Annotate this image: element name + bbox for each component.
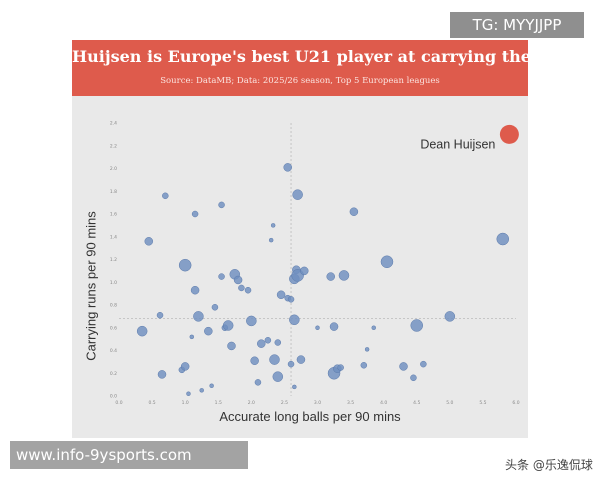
data-point <box>274 339 282 346</box>
data-point <box>211 304 219 311</box>
y-tick-label: 1.8 <box>110 189 117 195</box>
x-tick-label: 2.5 <box>281 400 288 406</box>
y-tick-label: 0.8 <box>110 303 117 309</box>
y-tick-label: 0.4 <box>110 348 117 354</box>
data-point <box>337 364 344 371</box>
title-banner: Huijsen is Europe's best U21 player at c… <box>72 40 571 96</box>
data-point <box>144 237 154 246</box>
x-tick-label: 5.0 <box>446 400 453 406</box>
data-point <box>238 284 245 292</box>
data-point <box>209 383 214 389</box>
data-point <box>189 334 195 340</box>
data-point <box>178 258 192 272</box>
data-point <box>199 388 204 393</box>
y-tick-label: 0.2 <box>110 371 117 377</box>
data-point <box>326 272 335 281</box>
data-point <box>193 311 204 322</box>
data-point <box>360 362 368 369</box>
data-point <box>180 362 190 371</box>
x-axis-label: Accurate long balls per 90 mins <box>219 409 401 424</box>
y-tick-label: 2.2 <box>110 143 117 149</box>
data-point <box>218 201 225 209</box>
data-point <box>257 339 266 348</box>
data-point <box>329 322 339 331</box>
data-point <box>264 337 272 344</box>
data-point <box>162 192 169 200</box>
credit-watermark: 头条 @乐逸侃球 <box>505 458 593 472</box>
chart-subtitle: Source: DataMB; Data: 2025/26 season, To… <box>160 76 440 86</box>
x-tick-label: 4.0 <box>380 400 387 406</box>
data-point <box>364 347 370 352</box>
data-point <box>268 237 274 243</box>
data-point <box>292 384 297 390</box>
data-point <box>292 189 303 200</box>
data-point <box>272 371 284 382</box>
x-tick-label: 1.0 <box>182 400 189 406</box>
x-tick-label: 1.5 <box>215 400 222 406</box>
data-point <box>496 232 510 246</box>
data-point <box>270 223 276 228</box>
data-point <box>246 315 257 327</box>
data-point <box>190 285 200 295</box>
y-tick-label: 0.6 <box>110 325 117 331</box>
data-point <box>250 356 259 365</box>
data-point <box>399 362 408 371</box>
data-point <box>204 326 213 336</box>
data-point <box>300 266 309 276</box>
x-tick-label: 3.0 <box>314 400 321 406</box>
data-point <box>218 273 225 280</box>
y-axis-label: Carrying runs per 90 mins <box>83 211 99 361</box>
chart-card: Huijsen is Europe's best U21 player at c… <box>72 40 593 472</box>
y-tick-label: 1.4 <box>110 234 117 240</box>
bottom-watermark: www.info-9ysports.com <box>10 441 248 469</box>
data-point <box>287 296 295 303</box>
data-point <box>227 341 236 351</box>
data-point <box>269 354 280 365</box>
y-tick-label: 1.2 <box>110 257 117 263</box>
top-watermark: TG: MYYJJPP <box>450 12 584 38</box>
y-tick-label: 2.4 <box>110 121 117 127</box>
data-point <box>289 314 300 326</box>
data-point <box>276 290 286 300</box>
x-tick-label: 3.5 <box>347 400 354 406</box>
x-tick-label: 6.0 <box>512 400 519 406</box>
data-point <box>191 210 199 218</box>
x-tick-label: 0.5 <box>148 400 155 406</box>
data-point <box>420 360 427 368</box>
x-tick-label: 0.0 <box>115 400 122 406</box>
y-tick-label: 1.0 <box>110 280 117 286</box>
data-point <box>349 207 359 216</box>
highlight-point <box>499 124 519 144</box>
x-tick-label: 5.5 <box>479 400 486 406</box>
data-point <box>186 391 191 396</box>
data-point <box>338 270 350 281</box>
scatter-plot: 0.0 0.5 1.0 1.5 2.0 2.5 3.0 3.5 4.0 4.5 5.0 5.5 6.0 0… <box>110 121 520 407</box>
data-point <box>444 311 456 322</box>
data-point <box>410 374 417 382</box>
y-tick-label: 0.0 <box>110 394 117 400</box>
data-point <box>410 319 423 332</box>
x-tick-label: 4.5 <box>413 400 420 406</box>
data-point <box>283 163 292 172</box>
data-point <box>296 355 306 364</box>
data-point <box>156 311 164 319</box>
x-tick-label: 2.0 <box>248 400 255 406</box>
data-point <box>315 325 320 330</box>
chart-title: Huijsen is Europe's best U21 player at c… <box>72 47 571 66</box>
data-point <box>136 325 148 337</box>
y-tick-label: 1.6 <box>110 212 117 218</box>
data-point <box>222 320 234 331</box>
data-point <box>371 325 376 330</box>
data-point <box>287 360 295 368</box>
highlight-label: Dean Huijsen <box>420 137 495 151</box>
data-point <box>380 255 394 269</box>
y-tick-label: 2.0 <box>110 166 117 172</box>
data-point <box>157 370 167 379</box>
data-point <box>233 275 243 285</box>
data-point <box>244 286 252 294</box>
data-point <box>254 379 262 386</box>
